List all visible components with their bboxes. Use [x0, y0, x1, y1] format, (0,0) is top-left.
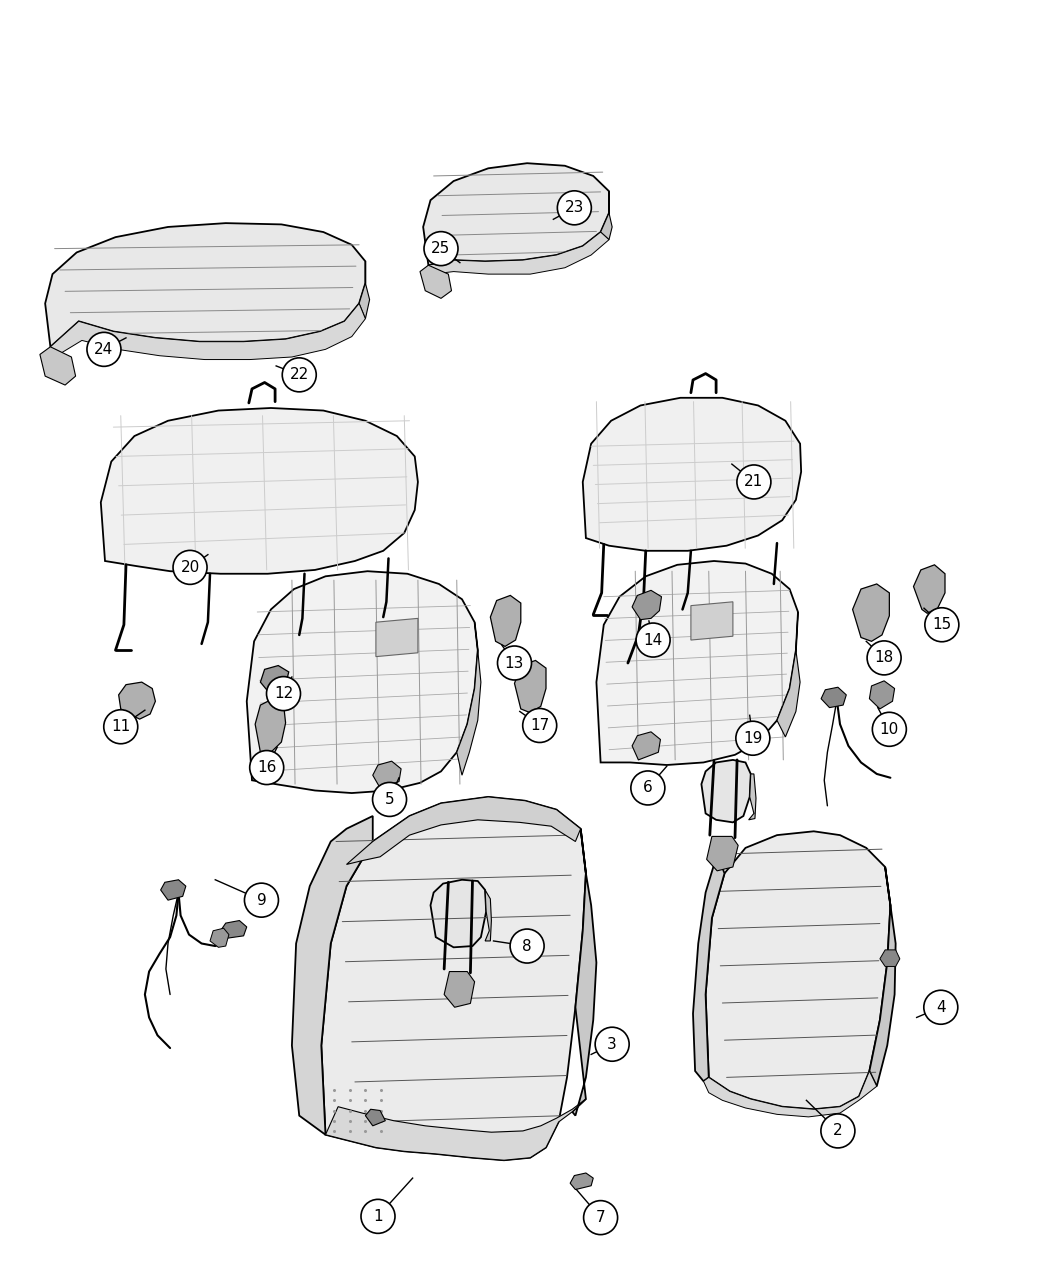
- Polygon shape: [749, 774, 756, 820]
- Polygon shape: [514, 660, 546, 713]
- Text: 16: 16: [257, 760, 276, 775]
- Polygon shape: [161, 880, 186, 900]
- Polygon shape: [210, 928, 229, 947]
- Text: 20: 20: [181, 560, 200, 575]
- Polygon shape: [428, 232, 609, 274]
- Polygon shape: [880, 950, 900, 966]
- Text: 6: 6: [643, 780, 653, 796]
- Text: 15: 15: [932, 617, 951, 632]
- Text: 3: 3: [607, 1037, 617, 1052]
- Polygon shape: [693, 854, 724, 1081]
- Ellipse shape: [104, 710, 138, 743]
- Text: 8: 8: [522, 938, 532, 954]
- Ellipse shape: [498, 646, 531, 680]
- Polygon shape: [430, 880, 486, 947]
- Polygon shape: [373, 761, 401, 788]
- Polygon shape: [572, 829, 596, 1116]
- Polygon shape: [691, 602, 733, 640]
- Ellipse shape: [631, 771, 665, 805]
- Ellipse shape: [173, 551, 207, 584]
- Polygon shape: [50, 303, 365, 360]
- Polygon shape: [869, 681, 895, 709]
- Ellipse shape: [510, 929, 544, 963]
- Polygon shape: [220, 921, 247, 938]
- Text: 2: 2: [833, 1123, 843, 1139]
- Text: 9: 9: [256, 892, 267, 908]
- Polygon shape: [40, 347, 76, 385]
- Text: 17: 17: [530, 718, 549, 733]
- Polygon shape: [869, 867, 896, 1086]
- Polygon shape: [490, 595, 521, 646]
- Polygon shape: [706, 831, 890, 1109]
- Polygon shape: [457, 622, 481, 775]
- Polygon shape: [365, 1109, 385, 1126]
- Ellipse shape: [523, 709, 556, 742]
- Ellipse shape: [558, 191, 591, 224]
- Polygon shape: [376, 618, 418, 657]
- Polygon shape: [101, 408, 418, 574]
- Ellipse shape: [87, 333, 121, 366]
- Polygon shape: [704, 1071, 877, 1117]
- Polygon shape: [485, 890, 491, 941]
- Ellipse shape: [373, 783, 406, 816]
- Ellipse shape: [267, 677, 300, 710]
- Polygon shape: [359, 261, 370, 319]
- Polygon shape: [346, 797, 581, 864]
- Polygon shape: [326, 1099, 586, 1160]
- Polygon shape: [45, 223, 365, 347]
- Polygon shape: [632, 590, 662, 620]
- Polygon shape: [292, 816, 373, 1135]
- Polygon shape: [423, 163, 609, 265]
- Polygon shape: [420, 265, 451, 298]
- Text: 18: 18: [875, 650, 894, 666]
- Ellipse shape: [245, 884, 278, 917]
- Polygon shape: [247, 571, 478, 793]
- Polygon shape: [914, 565, 945, 613]
- Text: 13: 13: [505, 655, 524, 671]
- Polygon shape: [570, 1173, 593, 1190]
- Polygon shape: [707, 836, 738, 871]
- Ellipse shape: [867, 641, 901, 674]
- Polygon shape: [583, 398, 801, 551]
- Text: 22: 22: [290, 367, 309, 382]
- Polygon shape: [777, 612, 800, 737]
- Polygon shape: [321, 797, 586, 1160]
- Text: 7: 7: [595, 1210, 606, 1225]
- Ellipse shape: [595, 1028, 629, 1061]
- Text: 4: 4: [936, 1000, 946, 1015]
- Ellipse shape: [282, 358, 316, 391]
- Ellipse shape: [250, 751, 284, 784]
- Polygon shape: [255, 699, 286, 752]
- Text: 10: 10: [880, 722, 899, 737]
- Polygon shape: [444, 972, 475, 1007]
- Ellipse shape: [736, 722, 770, 755]
- Ellipse shape: [924, 991, 958, 1024]
- Ellipse shape: [584, 1201, 617, 1234]
- Polygon shape: [596, 561, 798, 765]
- Text: 11: 11: [111, 719, 130, 734]
- Polygon shape: [701, 760, 751, 822]
- Text: 23: 23: [565, 200, 584, 215]
- Text: 19: 19: [743, 731, 762, 746]
- Text: 25: 25: [432, 241, 450, 256]
- Ellipse shape: [873, 713, 906, 746]
- Polygon shape: [119, 682, 155, 719]
- Text: 5: 5: [384, 792, 395, 807]
- Ellipse shape: [737, 465, 771, 499]
- Polygon shape: [853, 584, 889, 641]
- Ellipse shape: [361, 1200, 395, 1233]
- Polygon shape: [601, 191, 612, 240]
- Ellipse shape: [636, 623, 670, 657]
- Text: 12: 12: [274, 686, 293, 701]
- Polygon shape: [632, 732, 660, 760]
- Polygon shape: [260, 666, 289, 695]
- Polygon shape: [821, 687, 846, 708]
- Text: 14: 14: [644, 632, 663, 648]
- Ellipse shape: [925, 608, 959, 641]
- Text: 1: 1: [373, 1209, 383, 1224]
- Ellipse shape: [424, 232, 458, 265]
- Text: 21: 21: [744, 474, 763, 490]
- Text: 24: 24: [94, 342, 113, 357]
- Ellipse shape: [821, 1114, 855, 1148]
